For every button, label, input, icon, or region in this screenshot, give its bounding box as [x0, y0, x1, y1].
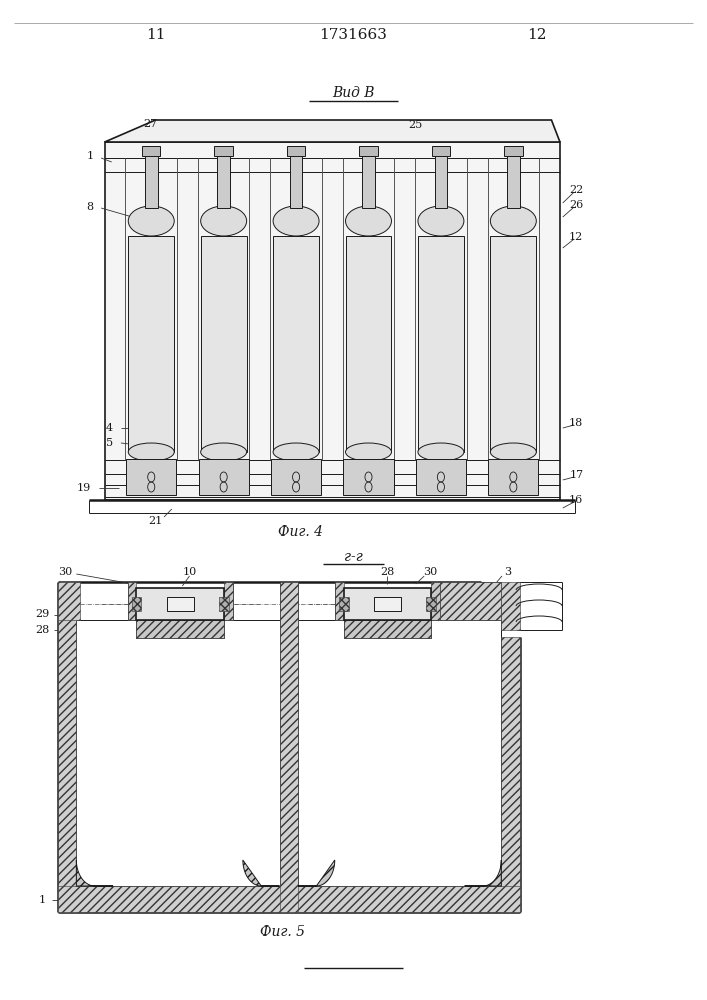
- Bar: [105, 142, 560, 500]
- Text: 22: 22: [569, 185, 583, 195]
- Bar: [136, 620, 224, 638]
- Text: 30: 30: [58, 567, 72, 577]
- Ellipse shape: [491, 443, 537, 461]
- Bar: [58, 582, 76, 912]
- Ellipse shape: [128, 443, 174, 461]
- Bar: [504, 146, 522, 156]
- Text: 1: 1: [86, 151, 93, 161]
- Bar: [217, 156, 230, 208]
- Bar: [132, 597, 141, 611]
- Bar: [224, 582, 233, 620]
- Text: 26: 26: [569, 200, 583, 210]
- Bar: [287, 146, 305, 156]
- Ellipse shape: [201, 443, 247, 461]
- Text: 1: 1: [39, 895, 46, 905]
- Ellipse shape: [273, 443, 319, 461]
- Polygon shape: [298, 860, 335, 886]
- Bar: [501, 582, 520, 630]
- Bar: [201, 236, 247, 452]
- Bar: [501, 637, 520, 912]
- Bar: [271, 459, 321, 495]
- Bar: [344, 588, 431, 620]
- Bar: [432, 146, 450, 156]
- Bar: [126, 459, 176, 495]
- Text: Фиг. 4: Фиг. 4: [278, 525, 323, 539]
- Bar: [273, 236, 319, 452]
- Bar: [374, 597, 401, 611]
- Text: 4: 4: [106, 423, 113, 433]
- Ellipse shape: [418, 443, 464, 461]
- Text: 10: 10: [182, 567, 197, 577]
- Bar: [58, 582, 80, 620]
- Text: 19: 19: [76, 483, 90, 493]
- Bar: [279, 582, 298, 912]
- Bar: [214, 146, 233, 156]
- Bar: [426, 597, 436, 611]
- Bar: [418, 236, 464, 452]
- Text: г-г: г-г: [344, 550, 363, 564]
- Bar: [142, 146, 160, 156]
- Bar: [199, 459, 249, 495]
- Text: 27: 27: [144, 119, 158, 129]
- Bar: [344, 459, 394, 495]
- Bar: [489, 459, 539, 495]
- Text: 28: 28: [35, 625, 49, 635]
- Bar: [128, 236, 174, 452]
- Polygon shape: [243, 860, 279, 886]
- Bar: [431, 582, 440, 620]
- Bar: [167, 597, 194, 611]
- Bar: [128, 582, 136, 620]
- Text: 12: 12: [527, 28, 547, 42]
- Bar: [440, 582, 501, 620]
- Ellipse shape: [346, 206, 392, 236]
- Text: 16: 16: [569, 495, 583, 505]
- Text: 5: 5: [106, 438, 113, 448]
- Bar: [339, 597, 349, 611]
- Bar: [416, 459, 466, 495]
- Ellipse shape: [491, 206, 537, 236]
- Bar: [136, 588, 224, 620]
- Text: 29: 29: [35, 609, 49, 619]
- Bar: [362, 156, 375, 208]
- Bar: [491, 236, 537, 452]
- Bar: [145, 156, 158, 208]
- Bar: [58, 886, 520, 912]
- Ellipse shape: [418, 206, 464, 236]
- Bar: [290, 156, 303, 208]
- Text: Фиг. 5: Фиг. 5: [260, 925, 305, 939]
- Bar: [344, 620, 431, 638]
- Text: 18: 18: [569, 418, 583, 428]
- Bar: [219, 597, 229, 611]
- Text: 3: 3: [504, 567, 511, 577]
- Text: 12: 12: [569, 232, 583, 242]
- Bar: [346, 236, 392, 452]
- Text: Вид В: Вид В: [332, 86, 375, 100]
- Text: 25: 25: [409, 120, 423, 130]
- Polygon shape: [464, 860, 501, 886]
- Ellipse shape: [346, 443, 392, 461]
- Bar: [435, 156, 448, 208]
- Polygon shape: [76, 860, 113, 886]
- Text: 8: 8: [86, 202, 93, 212]
- Text: 11: 11: [146, 28, 165, 42]
- Bar: [507, 156, 520, 208]
- Polygon shape: [105, 120, 560, 142]
- Text: 28: 28: [380, 567, 395, 577]
- Bar: [359, 146, 378, 156]
- Text: 30: 30: [423, 567, 437, 577]
- Ellipse shape: [201, 206, 247, 236]
- Ellipse shape: [128, 206, 174, 236]
- Text: 21: 21: [148, 516, 163, 526]
- Text: 1731663: 1731663: [320, 28, 387, 42]
- Bar: [335, 582, 344, 620]
- Text: 17: 17: [569, 470, 583, 480]
- Ellipse shape: [273, 206, 319, 236]
